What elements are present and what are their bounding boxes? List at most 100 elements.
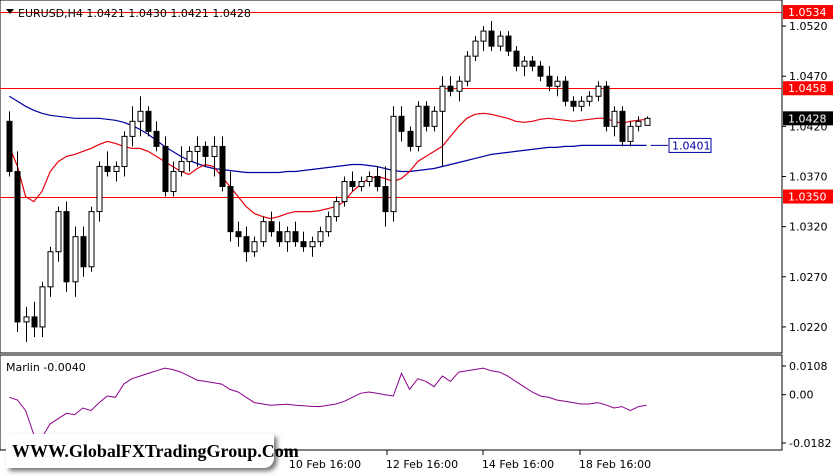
bullish-candle: [358, 181, 365, 188]
bullish-candle: [497, 35, 504, 47]
blue-ma-label: 1.0401: [672, 139, 711, 152]
red-moving-average: [8, 112, 647, 220]
watermark-logo: WWW.GlobalFXTradingGroup.Com: [6, 434, 299, 468]
bearish-candle: [145, 110, 152, 132]
bullish-candle: [211, 145, 218, 157]
time-tick-label: 18 Feb 16:00: [579, 458, 651, 471]
bullish-candle: [554, 80, 561, 87]
indicator-tick-label: 0.00: [789, 389, 814, 402]
bullish-candle: [521, 60, 528, 67]
bullish-candle: [72, 236, 79, 283]
bearish-candle: [537, 65, 544, 77]
bearish-candle: [202, 145, 209, 157]
indicator-tick-label: -0.0182: [789, 437, 831, 450]
time-tick-label: 14 Feb 16:00: [482, 458, 554, 471]
blue-ma-label-box: [668, 137, 712, 153]
dropdown-triangle-icon[interactable]: [6, 9, 14, 14]
bullish-candle: [439, 85, 446, 112]
bullish-candle: [366, 176, 373, 183]
level-price-label: 1.0534: [788, 6, 827, 19]
bearish-candle: [513, 50, 520, 67]
bearish-candle: [488, 30, 495, 47]
bullish-candle: [121, 135, 128, 167]
bearish-candle: [447, 85, 454, 92]
bullish-candle: [595, 85, 602, 97]
bearish-candle: [104, 165, 111, 172]
bearish-candle: [546, 75, 553, 87]
bullish-candle: [431, 110, 438, 127]
bullish-candle: [333, 201, 340, 218]
bullish-candle: [456, 80, 463, 92]
bullish-candle: [644, 117, 651, 126]
bullish-candle: [129, 120, 136, 137]
bearish-candle: [382, 186, 389, 213]
level-price-tag: [783, 81, 833, 96]
bullish-candle: [415, 105, 422, 147]
bearish-candle: [243, 236, 250, 253]
candlesticks: [6, 21, 651, 342]
red-ma-line: [8, 112, 647, 220]
bullish-candle: [390, 115, 397, 213]
bullish-candle: [194, 145, 201, 152]
bullish-candle: [480, 30, 487, 42]
bearish-candle: [300, 241, 307, 248]
bullish-candle: [137, 110, 144, 122]
bullish-candle: [611, 110, 618, 127]
bullish-candle: [341, 181, 348, 203]
bearish-candle: [529, 60, 536, 67]
bearish-candle: [31, 316, 38, 328]
bullish-candle: [47, 251, 54, 288]
main-price-panel: 1.0401 EURUSD,H4 1.0421 1.0430 1.0421 1.…: [0, 0, 783, 354]
bearish-candle: [162, 145, 169, 193]
bearish-candle: [423, 105, 430, 127]
price-tick-label: 1.0470: [789, 70, 828, 83]
marlin-line: [9, 367, 647, 438]
price-tick-label: 1.0370: [789, 171, 828, 184]
bullish-candle: [260, 221, 267, 243]
bullish-candle: [317, 231, 324, 243]
bearish-candle: [219, 145, 226, 188]
bullish-candle: [586, 95, 593, 102]
bearish-candle: [80, 236, 87, 268]
bearish-candle: [603, 85, 610, 127]
indicator-line: [9, 367, 647, 438]
bullish-candle: [325, 216, 332, 233]
level-price-label: 1.0458: [788, 82, 827, 95]
bullish-candle: [55, 211, 62, 253]
bullish-candle: [96, 165, 103, 213]
blue-ma-line: [8, 95, 647, 174]
bearish-candle: [398, 115, 405, 132]
bullish-candle: [472, 40, 479, 57]
bearish-candle: [14, 170, 21, 323]
blue-moving-average: [8, 95, 647, 174]
bearish-candle: [562, 80, 569, 102]
bullish-candle: [170, 170, 177, 193]
bullish-candle: [284, 231, 291, 243]
bearish-candle: [227, 186, 234, 233]
bullish-candle: [251, 241, 258, 253]
level-price-label: 1.0350: [788, 191, 827, 204]
bearish-candle: [619, 110, 626, 142]
level-price-tag: [783, 189, 833, 204]
bullish-candle: [178, 160, 185, 172]
bearish-candle: [276, 231, 283, 243]
bearish-candle: [570, 100, 577, 107]
indicator-title: Marlin -0.0040: [6, 361, 86, 374]
bullish-candle: [39, 286, 46, 328]
current-price-tag: [783, 111, 833, 126]
bearish-candle: [505, 35, 512, 52]
current-price-label: 1.0428: [788, 112, 827, 125]
bearish-candle: [153, 130, 160, 147]
indicator-axis: 0.0108 0.00 -0.0182: [782, 360, 831, 450]
bearish-candle: [235, 231, 242, 238]
price-tick-label: 1.0220: [789, 321, 828, 334]
bullish-candle: [309, 241, 316, 248]
bullish-candle: [186, 150, 193, 162]
bearish-candle: [268, 221, 275, 233]
price-tick-label: 1.0320: [789, 221, 828, 234]
bearish-candle: [6, 120, 13, 172]
bearish-candle: [63, 211, 70, 283]
time-axis: 10 Feb 16:00 12 Feb 16:00 14 Feb 16:00 18 F…: [289, 450, 651, 471]
price-axis: 1.05201.04701.04201.03701.03201.02701.02…: [782, 5, 833, 334]
